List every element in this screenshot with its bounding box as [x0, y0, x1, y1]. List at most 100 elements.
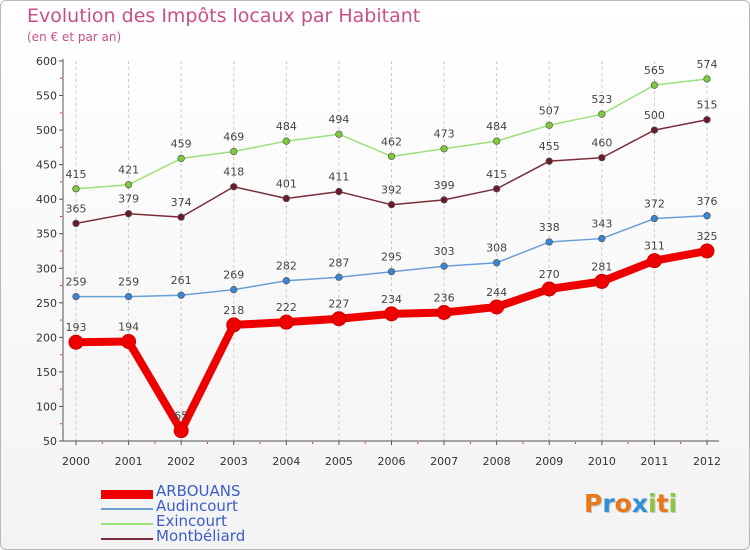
x-tick-label: 2011: [640, 455, 668, 468]
logo-letter: o: [614, 489, 632, 518]
data-point-arbouans: [173, 423, 189, 439]
data-point-audincourt: [124, 292, 133, 301]
data-point-montb-liard: [124, 210, 133, 218]
data-label-audincourt: 376: [697, 195, 718, 208]
data-label-montb-liard: 415: [486, 168, 507, 181]
data-point-arbouans: [384, 306, 399, 322]
x-tick-label: 2003: [220, 455, 248, 468]
data-point-arbouans: [436, 304, 452, 320]
data-point-montb-liard: [650, 126, 659, 134]
data-point-audincourt: [545, 238, 553, 246]
data-point-montb-liard: [440, 196, 448, 204]
data-point-arbouans: [68, 334, 84, 350]
data-label-audincourt: 343: [591, 218, 612, 231]
data-label-exincourt: 421: [118, 164, 139, 177]
legend-label: Exincourt: [156, 512, 228, 530]
data-label-exincourt: 484: [486, 120, 507, 133]
data-point-exincourt: [545, 121, 553, 129]
y-tick-label: 250: [36, 297, 57, 310]
logo-letter: i: [668, 489, 678, 518]
data-label-audincourt: 269: [223, 269, 244, 282]
x-tick-label: 2005: [325, 455, 353, 468]
legend-label: ARBOUANS: [156, 482, 241, 500]
logo-letter: t: [656, 489, 669, 518]
legend-swatch: [101, 508, 153, 510]
data-label-audincourt: 372: [644, 198, 665, 211]
y-tick-label: 300: [36, 262, 57, 275]
logo-letter: P: [584, 489, 603, 518]
x-tick-label: 2009: [535, 455, 563, 468]
data-label-montb-liard: 515: [697, 99, 718, 112]
data-label-montb-liard: 365: [66, 202, 87, 215]
data-label-audincourt: 295: [381, 251, 402, 264]
y-tick-label: 500: [36, 124, 57, 137]
x-tick-label: 2001: [115, 455, 143, 468]
data-point-exincourt: [703, 75, 711, 83]
data-point-montb-liard: [282, 194, 290, 203]
legend-swatch: [101, 489, 153, 499]
y-tick-label: 450: [36, 159, 57, 172]
data-point-audincourt: [703, 212, 711, 220]
data-label-exincourt: 459: [171, 137, 192, 150]
y-tick-label: 350: [36, 228, 57, 241]
data-point-exincourt: [335, 130, 343, 138]
data-point-exincourt: [387, 152, 396, 160]
proxiti-logo: Proxiti: [584, 489, 677, 518]
data-label-exincourt: 484: [276, 120, 297, 133]
data-point-audincourt: [335, 273, 343, 281]
data-point-exincourt: [230, 147, 238, 156]
data-label-arbouans: 325: [697, 230, 718, 243]
y-tick-label: 100: [36, 400, 57, 413]
data-label-arbouans: 194: [118, 321, 139, 334]
y-tick-label: 200: [36, 331, 57, 344]
data-point-exincourt: [493, 137, 501, 145]
y-tick-label: 550: [36, 90, 57, 103]
legend-swatch: [101, 523, 153, 525]
data-point-audincourt: [387, 268, 396, 276]
data-label-montb-liard: 411: [328, 171, 349, 184]
data-point-exincourt: [72, 185, 80, 193]
data-point-montb-liard: [598, 154, 606, 162]
y-tick-label: 600: [36, 55, 57, 68]
data-point-audincourt: [230, 286, 238, 294]
data-label-arbouans: 227: [328, 298, 349, 311]
data-point-montb-liard: [703, 116, 711, 124]
data-label-montb-liard: 455: [539, 140, 560, 153]
data-label-montb-liard: 379: [118, 193, 139, 206]
data-label-montb-liard: 460: [591, 137, 612, 150]
data-label-exincourt: 565: [644, 64, 665, 77]
y-tick-label: 150: [36, 366, 57, 379]
data-label-exincourt: 523: [591, 93, 612, 106]
data-point-arbouans: [489, 299, 505, 315]
data-point-exincourt: [598, 110, 606, 118]
legend-label: Montbéliard: [156, 527, 246, 545]
data-point-audincourt: [440, 262, 448, 270]
x-tick-label: 2007: [430, 455, 458, 468]
data-label-audincourt: 308: [486, 242, 507, 255]
x-tick-label: 2008: [483, 455, 511, 468]
data-label-exincourt: 462: [381, 135, 402, 148]
data-label-arbouans: 311: [644, 240, 665, 253]
logo-letter: x: [631, 489, 648, 518]
x-tick-label: 2006: [378, 455, 406, 468]
data-label-arbouans: 270: [539, 268, 560, 281]
data-point-arbouans: [331, 311, 347, 327]
data-label-arbouans: 193: [66, 321, 87, 334]
data-label-exincourt: 507: [539, 104, 560, 117]
data-label-audincourt: 338: [539, 221, 560, 234]
chart-title: Evolution des Impôts locaux par Habitant: [27, 5, 421, 27]
data-point-montb-liard: [230, 183, 238, 191]
legend-label: Audincourt: [156, 497, 238, 515]
data-label-montb-liard: 418: [223, 166, 244, 179]
data-point-exincourt: [440, 145, 448, 153]
data-label-arbouans: 234: [381, 293, 402, 306]
data-point-arbouans: [646, 253, 662, 269]
data-label-exincourt: 494: [328, 113, 349, 126]
data-label-montb-liard: 392: [381, 184, 402, 197]
data-point-audincourt: [493, 259, 501, 267]
data-label-arbouans: 281: [591, 260, 612, 273]
data-point-exincourt: [650, 81, 659, 89]
data-label-exincourt: 415: [66, 168, 87, 181]
data-label-audincourt: 287: [328, 256, 349, 269]
